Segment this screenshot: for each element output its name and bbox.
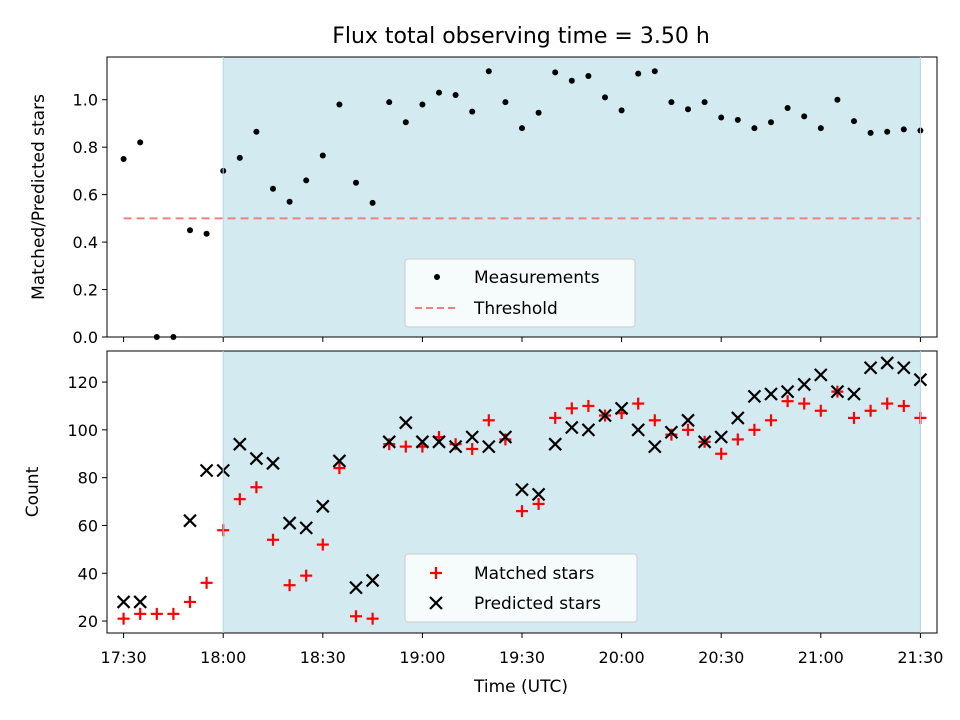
measurement-point (270, 186, 276, 192)
y-tick-label: 60 (78, 516, 98, 535)
measurement-point (785, 105, 791, 111)
measurement-point (901, 126, 907, 132)
figure: Flux total observing time = 3.50 h 0.0 0.… (0, 0, 960, 720)
measurement-point (536, 110, 542, 116)
measurement-point (818, 125, 824, 131)
measurement-point (569, 78, 575, 84)
measurement-point (851, 118, 857, 124)
measurement-point (469, 109, 475, 115)
y-tick-label: 0.6 (73, 186, 98, 205)
legend-predicted-label: Predicted stars (474, 594, 601, 614)
measurement-point (287, 199, 293, 205)
measurement-point (619, 107, 625, 113)
measurement-point (702, 99, 708, 105)
measurement-point (253, 129, 259, 135)
measurement-point (237, 155, 243, 161)
ratio-y-label: Matched/Predicted stars (29, 94, 49, 300)
measurement-point (303, 177, 309, 183)
y-tick-label: 0.2 (73, 281, 98, 300)
measurement-point (552, 69, 558, 75)
x-tick-label: 21:00 (798, 648, 844, 667)
measurement-point (353, 180, 359, 186)
measurement-point (486, 68, 492, 74)
measurement-point (403, 119, 409, 125)
measurement-point (768, 119, 774, 125)
chart-title: Flux total observing time = 3.50 h (332, 24, 710, 49)
measurement-point (718, 115, 724, 121)
y-tick-label: 80 (78, 469, 98, 488)
x-tick-label: 18:00 (200, 648, 246, 667)
x-tick-label: 20:30 (698, 648, 744, 667)
measurement-point (204, 231, 210, 237)
legend-threshold-label: Threshold (473, 299, 558, 319)
ratio-legend: Measurements Threshold (405, 259, 635, 327)
measurement-point (652, 68, 658, 74)
measurement-point (884, 129, 890, 135)
measurement-point (187, 227, 193, 233)
x-tick-label: 19:00 (399, 648, 445, 667)
time-x-label: Time (UTC) (473, 677, 568, 697)
measurement-point (585, 73, 591, 79)
measurement-point (336, 101, 342, 107)
x-tick-label: 17:30 (101, 648, 147, 667)
measurement-point (668, 99, 674, 105)
x-tick-label: 19:30 (499, 648, 545, 667)
measurement-point (735, 117, 741, 123)
y-tick-label: 20 (78, 612, 98, 631)
legend-measurements-marker (434, 274, 440, 280)
measurement-point (121, 156, 127, 162)
measurement-point (801, 113, 807, 119)
measurement-point (453, 92, 459, 98)
measurement-point (419, 101, 425, 107)
measurement-point (868, 130, 874, 136)
measurement-point (386, 99, 392, 105)
y-tick-label: 40 (78, 564, 98, 583)
x-tick-label: 20:00 (599, 648, 645, 667)
y-tick-label: 1.0 (73, 91, 98, 110)
measurement-point (751, 125, 757, 131)
measurement-point (519, 125, 525, 131)
measurement-point (602, 94, 608, 100)
y-tick-label: 0.0 (73, 328, 98, 347)
legend-measurements-label: Measurements (474, 268, 600, 288)
x-tick-label: 21:30 (897, 648, 943, 667)
measurement-point (685, 106, 691, 112)
measurement-point (834, 97, 840, 103)
measurement-point (502, 99, 508, 105)
legend-matched-label: Matched stars (474, 564, 594, 584)
measurement-point (320, 152, 326, 158)
y-tick-label: 100 (67, 421, 98, 440)
count-legend: Matched stars Predicted stars (405, 554, 637, 622)
measurement-point (370, 200, 376, 206)
count-y-label: Count (23, 466, 43, 517)
y-tick-label: 0.8 (73, 138, 98, 157)
measurement-point (137, 139, 143, 145)
x-tick-label: 18:30 (300, 648, 346, 667)
measurement-point (635, 71, 641, 77)
y-tick-label: 120 (67, 373, 98, 392)
measurement-point (436, 90, 442, 96)
y-tick-label: 0.4 (73, 233, 98, 252)
